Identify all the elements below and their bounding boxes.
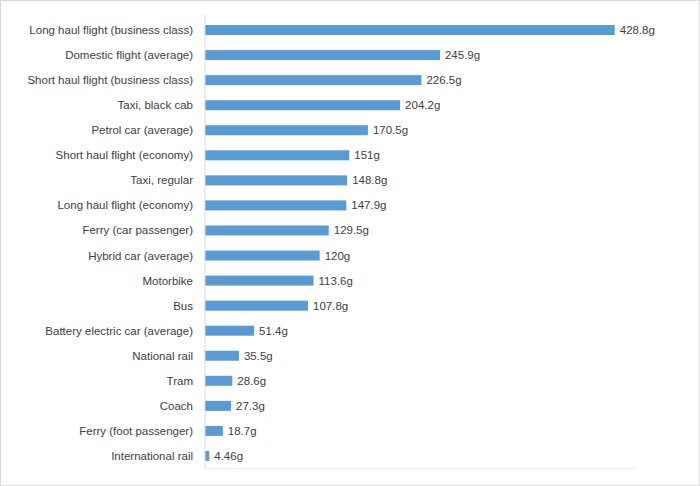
- chart-frame: [1, 1, 700, 486]
- bar: [205, 175, 347, 185]
- x-axis-range: [205, 468, 635, 469]
- data-label: 107.8g: [313, 300, 348, 312]
- data-label: 120g: [325, 250, 351, 262]
- bar: [205, 50, 440, 60]
- chart: Long haul flight (business class) 428.8g D…: [0, 0, 700, 486]
- labels: Long haul flight (business class) 428.8g D…: [27, 24, 654, 462]
- data-label: 170.5g: [373, 124, 408, 136]
- category-label: Bus: [173, 300, 193, 312]
- bar: [205, 200, 346, 210]
- bar: [205, 351, 239, 361]
- bar: [205, 326, 254, 336]
- bar: [205, 100, 400, 110]
- bar: [205, 401, 231, 411]
- data-label: 35.5g: [244, 350, 273, 362]
- data-label: 4.46g: [214, 450, 243, 462]
- data-label: 51.4g: [259, 325, 288, 337]
- y-axis-line: [205, 15, 206, 470]
- bar: [205, 225, 329, 235]
- category-label: Short haul flight (business class): [27, 74, 193, 86]
- category-label: Long haul flight (economy): [57, 199, 193, 211]
- bar: [205, 426, 223, 436]
- data-label: 27.3g: [236, 400, 265, 412]
- category-label: Hybrid car (average): [88, 250, 193, 262]
- bar: [205, 451, 209, 461]
- bar: [205, 301, 308, 311]
- bar: [205, 75, 421, 85]
- category-label: National rail: [132, 350, 193, 362]
- category-label: Tram: [167, 375, 193, 387]
- data-label: 113.6g: [319, 275, 353, 287]
- category-label: Petrol car (average): [91, 124, 193, 136]
- category-label: Taxi, black cab: [118, 99, 193, 111]
- category-label: Long haul flight (business class): [29, 24, 193, 36]
- category-label: Taxi, regular: [130, 174, 193, 186]
- category-label: Short haul flight (economy): [56, 149, 194, 161]
- bar: [205, 25, 615, 35]
- bar: [205, 276, 314, 286]
- data-label: 129.5g: [334, 224, 369, 236]
- bar: [205, 376, 232, 386]
- category-label: Battery electric car (average): [45, 325, 193, 337]
- data-label: 245.9g: [445, 49, 480, 61]
- data-label: 148.8g: [352, 174, 387, 186]
- data-label: 147.9g: [351, 199, 386, 211]
- bar: [205, 251, 320, 261]
- data-label: 428.8g: [620, 24, 655, 36]
- category-label: Ferry (foot passenger): [79, 425, 193, 437]
- data-label: 151g: [354, 149, 380, 161]
- bar: [205, 150, 349, 160]
- category-label: Domestic flight (average): [65, 49, 193, 61]
- category-label: Motorbike: [143, 275, 194, 287]
- data-label: 18.7g: [228, 425, 257, 437]
- bar: [205, 125, 368, 135]
- data-label: 28.6g: [237, 375, 266, 387]
- bars: [205, 25, 615, 461]
- category-label: International rail: [111, 450, 193, 462]
- data-label: 204.2g: [405, 99, 440, 111]
- category-label: Ferry (car passenger): [82, 224, 193, 236]
- category-label: Coach: [160, 400, 193, 412]
- data-label: 226.5g: [426, 74, 461, 86]
